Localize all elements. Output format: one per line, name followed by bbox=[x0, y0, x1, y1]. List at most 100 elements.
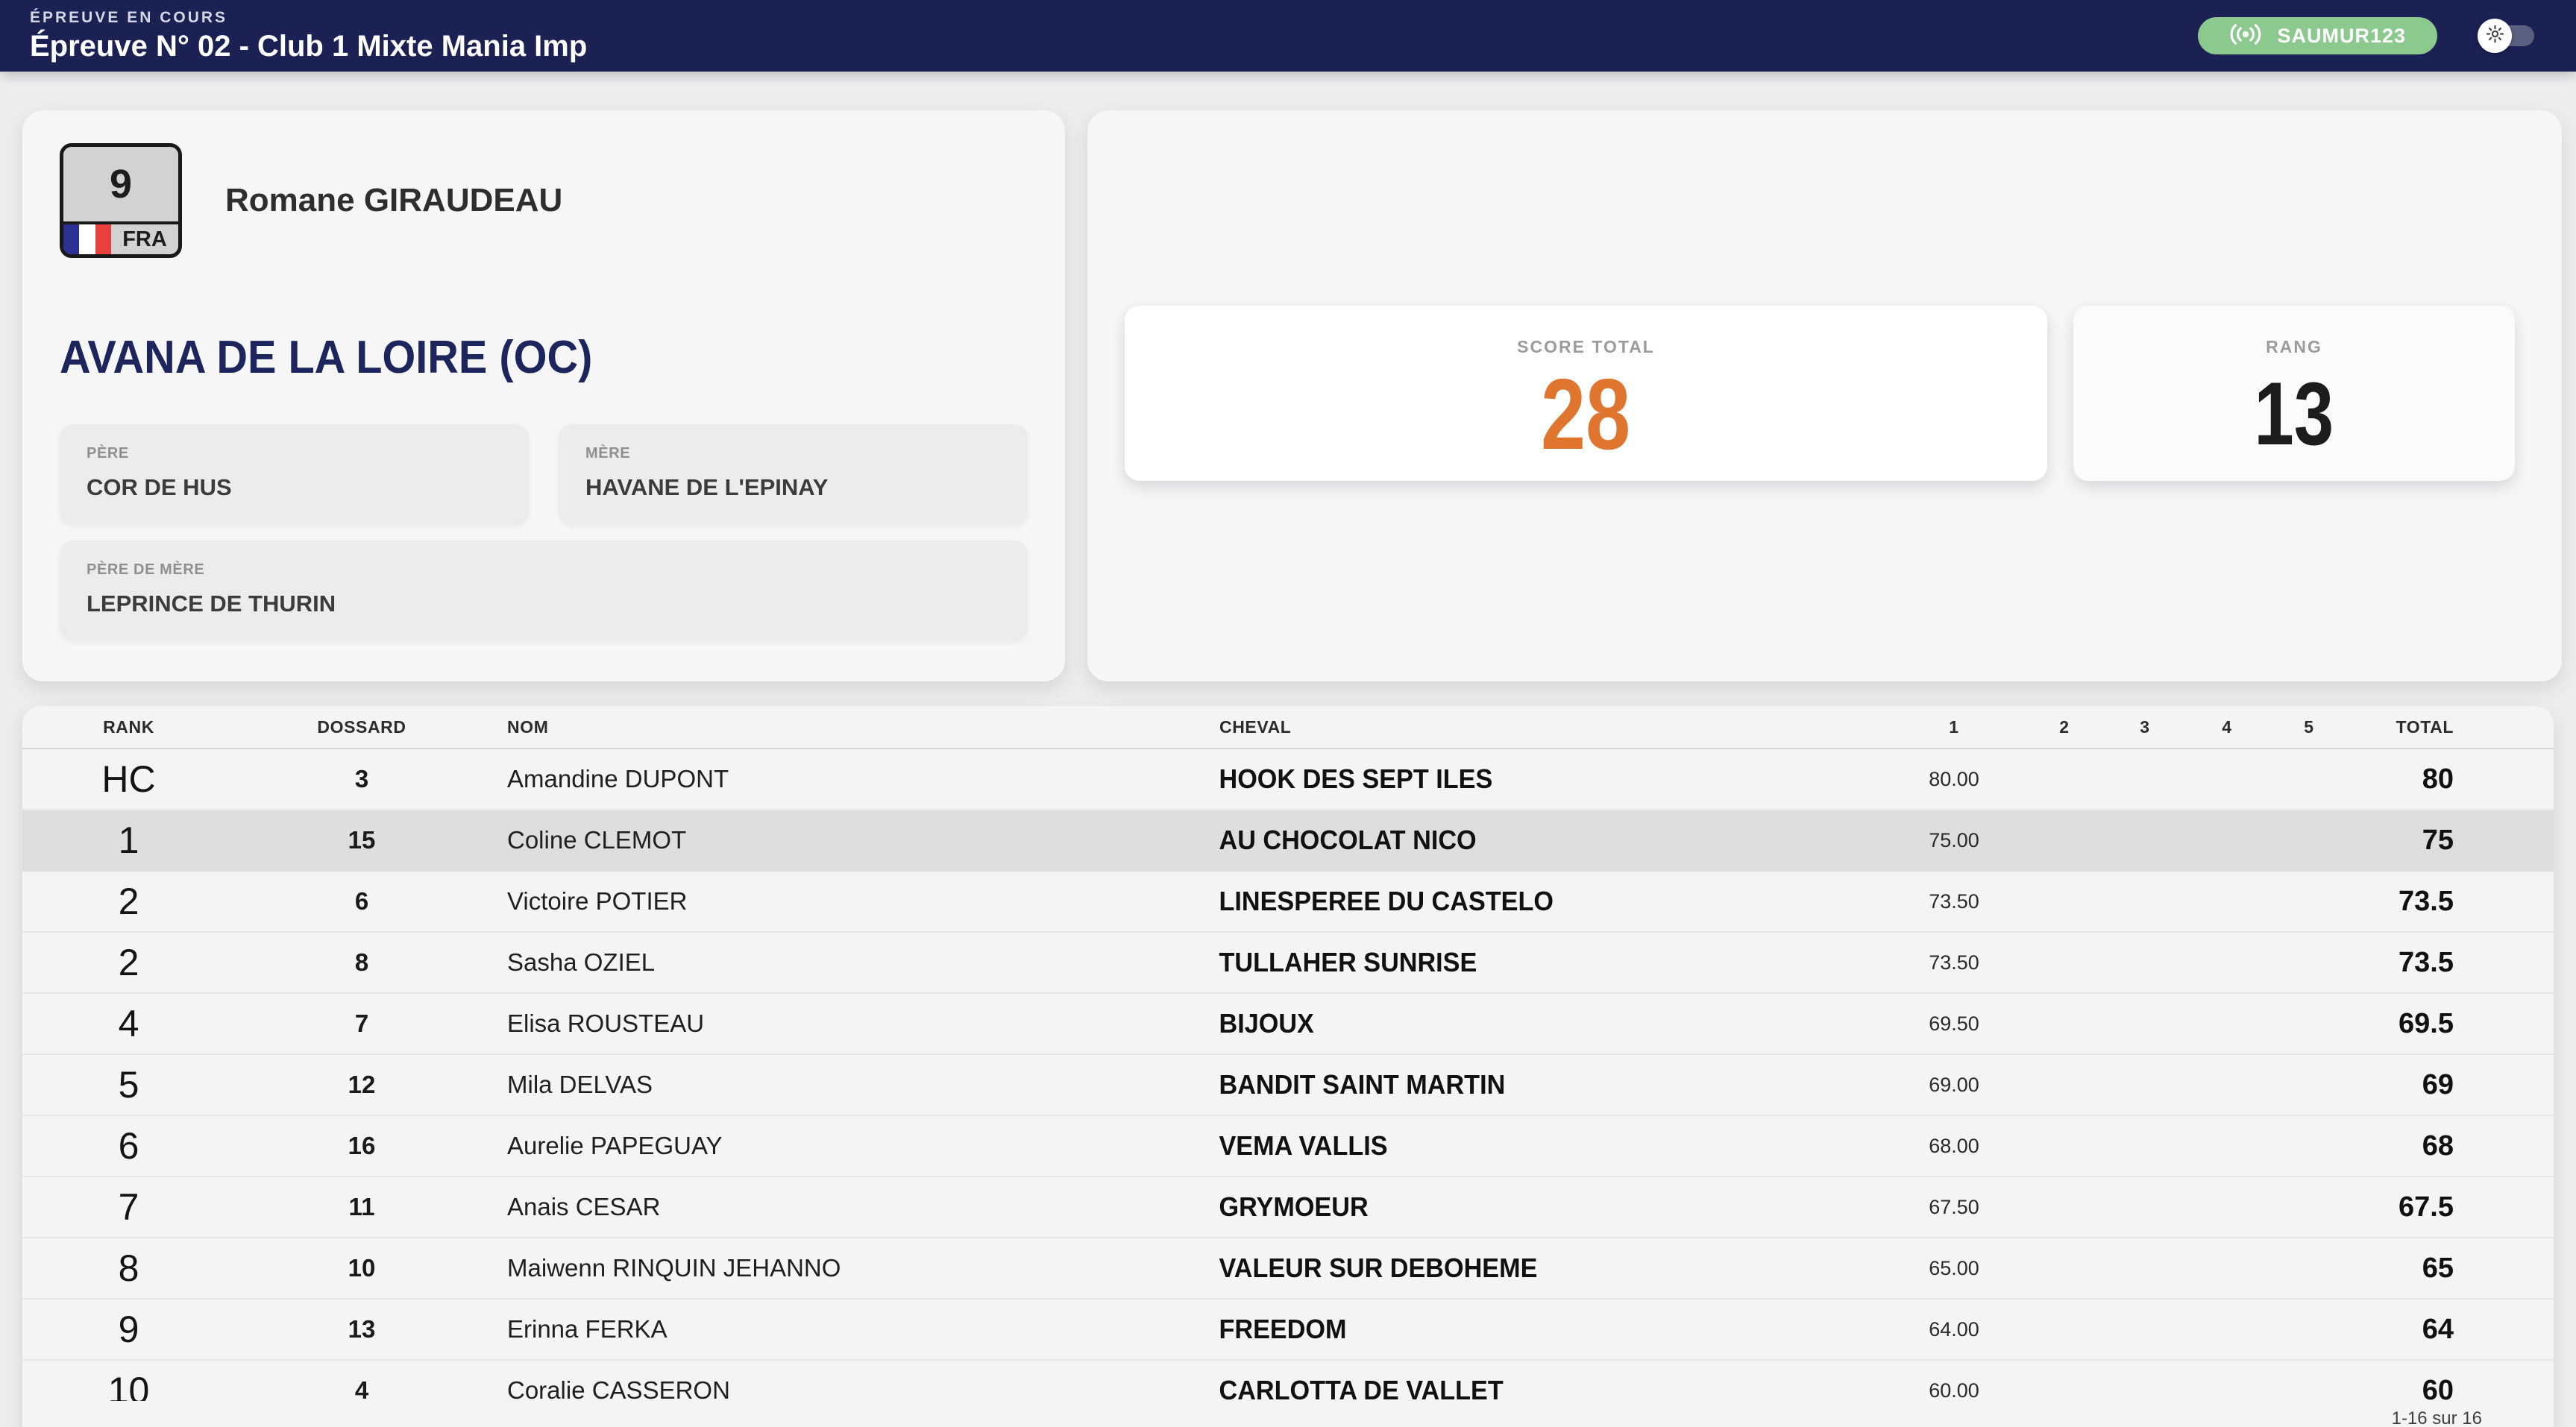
cell-nom: Victoire POTIER bbox=[507, 887, 688, 915]
broadcast-badge[interactable]: SAUMUR123 bbox=[2198, 17, 2437, 54]
table-row[interactable]: 10 4 Coralie CASSERON CARLOTTA DE VALLET 60.… bbox=[22, 1361, 2554, 1401]
cell-dossard: 7 bbox=[354, 1009, 369, 1037]
event-status-label: ÉPREUVE EN COURS bbox=[30, 8, 228, 26]
cell-score: 75.00 bbox=[1929, 828, 1979, 851]
col-header-nom: NOM bbox=[507, 716, 549, 737]
cell-cheval: TULLAHER SUNRISE bbox=[1219, 947, 1477, 977]
cell-total: 65 bbox=[2422, 1252, 2454, 1284]
cell-rank: 5 bbox=[118, 1064, 139, 1106]
cell-score: 64.00 bbox=[1929, 1317, 1979, 1341]
cell-dossard: 8 bbox=[354, 948, 369, 976]
cell-dossard: 16 bbox=[348, 1132, 376, 1159]
rank-label: RANG bbox=[2266, 337, 2322, 356]
pedigree-label: MÈRE bbox=[585, 445, 631, 462]
rider-card: 9 FRA Romane GIRAUDEAU AVANA DE LA LOIRE… bbox=[22, 110, 1065, 681]
col-header-rank: RANK bbox=[103, 716, 154, 737]
table-row[interactable]: 4 7 Elisa ROUSTEAU BIJOUX 69.50 69.5 bbox=[22, 994, 2554, 1055]
cell-score: 69.00 bbox=[1929, 1073, 1979, 1096]
table-row[interactable]: 5 12 Mila DELVAS BANDIT SAINT MARTIN 69.00 69 bbox=[22, 1055, 2554, 1116]
rider-country: FRA bbox=[122, 227, 167, 251]
cell-cheval: BANDIT SAINT MARTIN bbox=[1219, 1069, 1506, 1100]
cell-rank: 2 bbox=[118, 881, 139, 922]
cell-rank: 6 bbox=[118, 1125, 139, 1167]
france-flag-icon bbox=[63, 224, 111, 254]
col-header-cheval: CHEVAL bbox=[1219, 716, 1292, 737]
rider-name: Romane GIRAUDEAU bbox=[225, 182, 563, 218]
cell-score: 60.00 bbox=[1929, 1379, 1979, 1402]
cell-nom: Aurelie PAPEGUAY bbox=[507, 1132, 723, 1159]
horse-name: AVANA DE LA LOIRE (OC) bbox=[60, 332, 593, 383]
pedigree-grid: PÈRE COR DE HUS MÈRE HAVANE DE L'EPINAY … bbox=[60, 424, 1028, 640]
cell-total: 67.5 bbox=[2398, 1191, 2454, 1223]
cell-cheval: GRYMOEUR bbox=[1219, 1191, 1369, 1222]
pedigree-box-pere-de-mere: PÈRE DE MÈRE LEPRINCE DE THURIN bbox=[60, 541, 1028, 640]
cell-dossard: 3 bbox=[354, 765, 369, 793]
cell-dossard: 4 bbox=[354, 1376, 369, 1401]
topbar-actions: SAUMUR123 bbox=[2198, 17, 2534, 54]
table-header-row: RANK DOSSARD NOM CHEVAL 1 2 3 4 5 TOTAL bbox=[22, 706, 2554, 749]
cell-cheval: AU CHOCOLAT NICO bbox=[1219, 825, 1477, 855]
col-header-5: 5 bbox=[2304, 716, 2314, 737]
cell-cheval: LINESPEREE DU CASTELO bbox=[1219, 886, 1554, 916]
table-row[interactable]: 1 15 Coline CLEMOT AU CHOCOLAT NICO 75.00 75 bbox=[22, 810, 2554, 872]
cell-nom: Coline CLEMOT bbox=[507, 826, 687, 854]
cell-cheval: HOOK DES SEPT ILES bbox=[1219, 763, 1493, 794]
cell-total: 73.5 bbox=[2398, 946, 2454, 978]
cell-nom: Maiwenn RINQUIN JEHANNO bbox=[507, 1254, 841, 1282]
col-header-1: 1 bbox=[1949, 716, 1959, 737]
cell-cheval: CARLOTTA DE VALLET bbox=[1219, 1375, 1504, 1401]
cell-cheval: BIJOUX bbox=[1219, 1008, 1314, 1039]
table-rows: HC 3 Amandine DUPONT HOOK DES SEPT ILES 80.0… bbox=[22, 749, 2554, 1401]
col-header-4: 4 bbox=[2222, 716, 2232, 737]
page-title: Épreuve N° 02 - Club 1 Mixte Mania Imp bbox=[30, 29, 588, 63]
table-footer: 1-16 sur 16 bbox=[22, 1401, 2554, 1427]
table-row[interactable]: 2 8 Sasha OZIEL TULLAHER SUNRISE 73.50 73.5 bbox=[22, 933, 2554, 994]
cell-score: 73.50 bbox=[1929, 951, 1979, 974]
cell-total: 75 bbox=[2422, 824, 2454, 856]
pedigree-value: COR DE HUS bbox=[87, 474, 232, 500]
cell-nom: Mila DELVAS bbox=[507, 1071, 653, 1098]
cell-nom: Coralie CASSERON bbox=[507, 1376, 730, 1401]
cell-dossard: 10 bbox=[348, 1254, 376, 1282]
table-row[interactable]: 9 13 Erinna FERKA FREEDOM 64.00 64 bbox=[22, 1300, 2554, 1361]
table-row[interactable]: 2 6 Victoire POTIER LINESPEREE DU CASTELO 73… bbox=[22, 872, 2554, 933]
cell-nom: Erinna FERKA bbox=[507, 1315, 667, 1343]
table-row[interactable]: 8 10 Maiwenn RINQUIN JEHANNO VALEUR SUR DEB… bbox=[22, 1238, 2554, 1300]
cell-total: 73.5 bbox=[2398, 885, 2454, 917]
cell-cheval: VEMA VALLIS bbox=[1219, 1130, 1388, 1161]
cell-score: 73.50 bbox=[1929, 889, 1979, 913]
rank-value: 13 bbox=[2254, 364, 2334, 464]
cell-rank: 8 bbox=[118, 1247, 139, 1289]
table-row[interactable]: 6 16 Aurelie PAPEGUAY VEMA VALLIS 68.00 68 bbox=[22, 1116, 2554, 1177]
cell-dossard: 6 bbox=[354, 887, 369, 915]
table-row[interactable]: 7 11 Anais CESAR GRYMOEUR 67.50 67.5 bbox=[22, 1177, 2554, 1238]
cell-rank: 10 bbox=[107, 1370, 150, 1401]
rider-bib: 9 FRA bbox=[60, 143, 182, 258]
cell-score: 65.00 bbox=[1929, 1256, 1979, 1279]
event-heading: ÉPREUVE EN COURS Épreuve N° 02 - Club 1 … bbox=[30, 9, 587, 63]
cell-nom: Elisa ROUSTEAU bbox=[507, 1009, 705, 1037]
col-header-2: 2 bbox=[2059, 716, 2070, 737]
cell-dossard: 13 bbox=[348, 1315, 376, 1343]
pedigree-box-mere: MÈRE HAVANE DE L'EPINAY bbox=[559, 424, 1028, 524]
cell-rank: HC bbox=[101, 758, 156, 800]
broadcast-badge-label: SAUMUR123 bbox=[2277, 24, 2406, 47]
cell-total: 69.5 bbox=[2398, 1007, 2454, 1039]
cell-dossard: 12 bbox=[348, 1071, 376, 1098]
pagination-label: 1-16 sur 16 bbox=[2391, 1408, 2482, 1427]
pedigree-label: PÈRE DE MÈRE bbox=[87, 561, 205, 578]
cell-score: 69.50 bbox=[1929, 1012, 1979, 1035]
theme-toggle[interactable] bbox=[2478, 19, 2534, 53]
cell-dossard: 11 bbox=[348, 1193, 375, 1220]
theme-toggle-knob bbox=[2478, 19, 2512, 53]
cell-score: 80.00 bbox=[1929, 767, 1979, 790]
score-total-value: 28 bbox=[1541, 357, 1631, 470]
rider-bib-number: 9 bbox=[63, 147, 178, 221]
cell-score: 68.00 bbox=[1929, 1134, 1979, 1157]
cell-total: 69 bbox=[2422, 1068, 2454, 1100]
cell-dossard: 15 bbox=[348, 826, 376, 854]
cell-rank: 4 bbox=[118, 1003, 139, 1045]
score-total-label: SCORE TOTAL bbox=[1517, 337, 1655, 356]
table-row[interactable]: HC 3 Amandine DUPONT HOOK DES SEPT ILES 80.0… bbox=[22, 749, 2554, 810]
cell-rank: 7 bbox=[118, 1186, 139, 1228]
